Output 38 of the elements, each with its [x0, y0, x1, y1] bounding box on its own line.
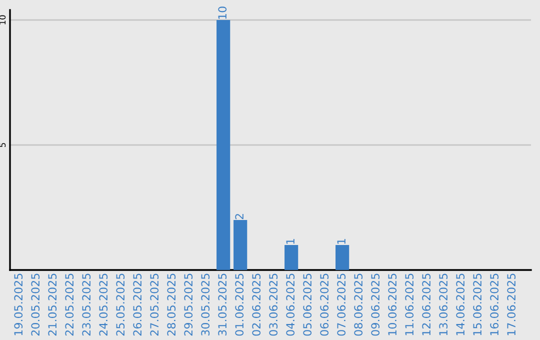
x-tick-label: 25.05.2025 — [116, 274, 125, 336]
x-tick-label: 07.06.2025 — [337, 274, 346, 336]
x-tick-label: 26.05.2025 — [133, 274, 142, 336]
bar — [336, 245, 350, 270]
x-tick-label: 05.06.2025 — [303, 274, 312, 336]
x-tick-label: 16.06.2025 — [490, 274, 499, 336]
x-tick-label: 03.06.2025 — [269, 274, 278, 336]
data-label: 2 — [235, 214, 244, 220]
x-tick-label: 29.05.2025 — [184, 274, 193, 336]
x-tick-label: 27.05.2025 — [150, 274, 159, 336]
x-tick-label: 21.05.2025 — [48, 274, 57, 336]
x-tick-label: 24.05.2025 — [99, 274, 108, 336]
x-tick-label: 17.06.2025 — [507, 274, 516, 336]
x-tick-label: 14.06.2025 — [456, 274, 465, 336]
x-tick-label: 31.05.2025 — [218, 274, 227, 336]
x-tick-label: 02.06.2025 — [252, 274, 261, 336]
x-tick-label: 23.05.2025 — [82, 274, 91, 336]
x-tick-label: 15.06.2025 — [473, 274, 482, 336]
x-tick-label: 13.06.2025 — [439, 274, 448, 336]
x-tick-label: 10.06.2025 — [388, 274, 397, 336]
x-tick-label: 12.06.2025 — [422, 274, 431, 336]
x-tick-label: 20.05.2025 — [31, 274, 40, 336]
x-tick-label: 06.06.2025 — [320, 274, 329, 336]
x-tick-label: 11.06.2025 — [405, 274, 414, 336]
bar — [284, 245, 298, 270]
data-label: 1 — [337, 238, 346, 244]
x-tick-label: 28.05.2025 — [167, 274, 176, 336]
bar — [234, 220, 248, 270]
bar — [216, 20, 230, 270]
data-label: 1 — [286, 238, 294, 244]
x-tick-label: 09.06.2025 — [371, 274, 380, 336]
x-tick-label: 01.06.2025 — [235, 274, 244, 336]
x-tick-label: 22.05.2025 — [65, 274, 74, 336]
x-tick-label: 04.06.2025 — [286, 274, 295, 336]
x-tick-label: 30.05.2025 — [201, 274, 210, 336]
x-tick-label: 08.06.2025 — [354, 274, 363, 336]
data-label: 10 — [218, 6, 227, 19]
x-tick-label: 19.05.2025 — [14, 274, 23, 336]
